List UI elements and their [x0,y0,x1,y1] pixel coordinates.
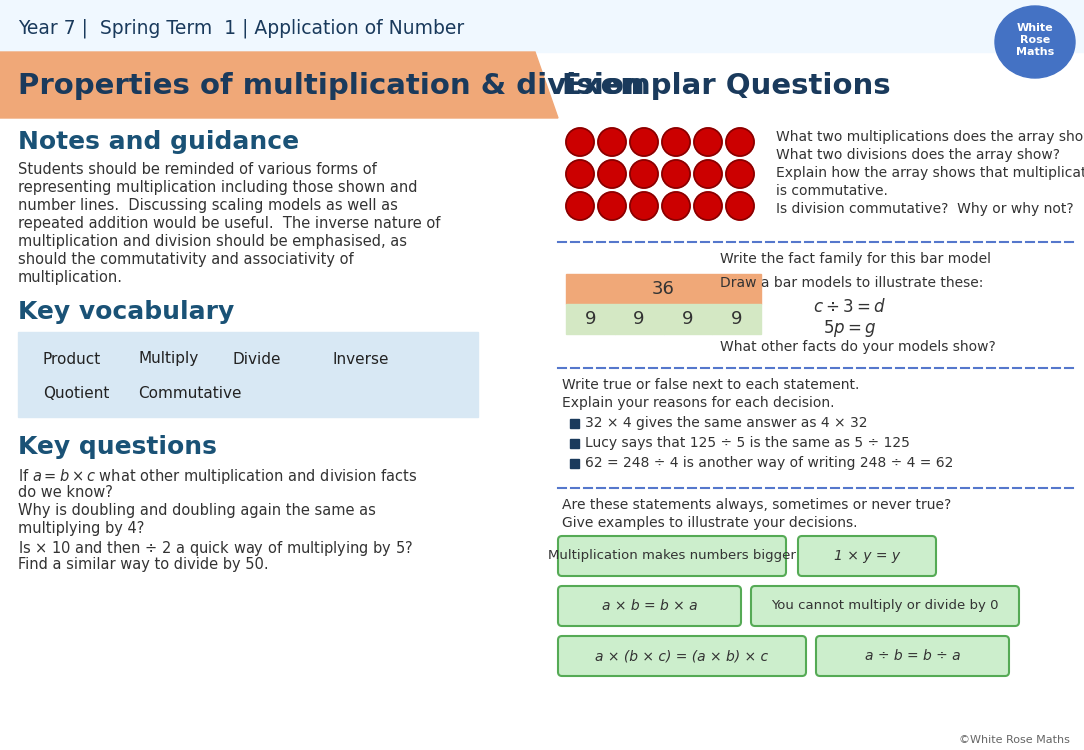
FancyBboxPatch shape [798,536,935,576]
Text: Is division commutative?  Why or why not?: Is division commutative? Why or why not? [776,202,1073,216]
Text: do we know?: do we know? [18,485,113,500]
Circle shape [598,192,625,220]
Text: multiplying by 4?: multiplying by 4? [18,521,144,536]
Text: Draw a bar models to illustrate these:: Draw a bar models to illustrate these: [720,276,983,290]
Circle shape [662,192,691,220]
Text: ©White Rose Maths: ©White Rose Maths [959,735,1070,745]
FancyBboxPatch shape [816,636,1009,676]
Text: White: White [1017,23,1054,33]
Circle shape [726,128,754,156]
FancyBboxPatch shape [558,586,741,626]
Text: Multiply: Multiply [138,352,198,367]
Text: Is $\times$ 10 and then $\div$ 2 a quick way of multiplying by 5?: Is $\times$ 10 and then $\div$ 2 a quick… [18,539,413,558]
Circle shape [598,128,625,156]
Polygon shape [0,52,558,118]
Text: a × (b × c) = (a × b) × c: a × (b × c) = (a × b) × c [595,649,769,663]
Text: Find a similar way to divide by 50.: Find a similar way to divide by 50. [18,557,269,572]
Text: number lines.  Discussing scaling models as well as: number lines. Discussing scaling models … [18,198,398,213]
Circle shape [630,160,658,188]
Text: Why is doubling and doubling again the same as: Why is doubling and doubling again the s… [18,503,376,518]
Circle shape [566,192,594,220]
Text: $c \div 3 = d$: $c \div 3 = d$ [813,298,887,316]
Circle shape [694,192,722,220]
Bar [570,439,579,448]
Bar [615,304,663,334]
Text: multiplication and division should be emphasised, as: multiplication and division should be em… [18,234,406,249]
Text: 32 × 4 gives the same answer as 4 × 32: 32 × 4 gives the same answer as 4 × 32 [585,416,867,430]
Circle shape [598,160,625,188]
Text: representing multiplication including those shown and: representing multiplication including th… [18,180,417,195]
Circle shape [726,160,754,188]
Text: should the commutativity and associativity of: should the commutativity and associativi… [18,252,353,267]
Ellipse shape [995,6,1075,78]
Circle shape [694,128,722,156]
Text: Write the fact family for this bar model: Write the fact family for this bar model [720,252,991,266]
Circle shape [662,160,691,188]
Text: 36: 36 [653,280,675,298]
Bar [566,304,615,334]
Circle shape [694,160,722,188]
Text: You cannot multiply or divide by 0: You cannot multiply or divide by 0 [771,599,998,613]
Text: 9: 9 [633,310,645,328]
Text: repeated addition would be useful.  The inverse nature of: repeated addition would be useful. The i… [18,216,440,231]
Text: Properties of multiplication & division: Properties of multiplication & division [18,72,645,100]
Text: Students should be reminded of various forms of: Students should be reminded of various f… [18,162,377,177]
Text: 9: 9 [682,310,694,328]
Text: Maths: Maths [1016,47,1054,57]
Circle shape [726,192,754,220]
Text: Commutative: Commutative [138,386,242,401]
Circle shape [630,192,658,220]
Text: a ÷ b = b ÷ a: a ÷ b = b ÷ a [865,649,960,663]
Text: Quotient: Quotient [43,386,109,401]
Text: Key vocabulary: Key vocabulary [18,300,234,324]
Text: multiplication.: multiplication. [18,270,122,285]
Text: Multiplication makes numbers bigger: Multiplication makes numbers bigger [549,550,796,562]
Bar [570,419,579,428]
Text: Explain your reasons for each decision.: Explain your reasons for each decision. [562,396,835,410]
Text: Product: Product [43,352,101,367]
FancyBboxPatch shape [558,636,806,676]
Circle shape [566,160,594,188]
Text: Give examples to illustrate your decisions.: Give examples to illustrate your decisio… [562,516,857,530]
Text: 62 = 248 ÷ 4 is another way of writing 248 ÷ 4 = 62: 62 = 248 ÷ 4 is another way of writing 2… [585,455,953,470]
Text: What two multiplications does the array show?: What two multiplications does the array … [776,130,1084,144]
Bar [570,459,579,468]
Circle shape [566,128,594,156]
Text: Explain how the array shows that multiplication: Explain how the array shows that multipl… [776,166,1084,180]
Circle shape [630,128,658,156]
FancyBboxPatch shape [558,536,786,576]
Circle shape [662,128,691,156]
Text: Lucy says that 125 ÷ 5 is the same as 5 ÷ 125: Lucy says that 125 ÷ 5 is the same as 5 … [585,436,909,449]
Bar [566,274,761,304]
Text: Exemplar Questions: Exemplar Questions [562,72,891,100]
Text: a × b = b × a: a × b = b × a [602,599,697,613]
Text: 1 × y = y: 1 × y = y [834,549,900,563]
FancyBboxPatch shape [751,586,1019,626]
Text: If $a = b \times c$ what other multiplication and division facts: If $a = b \times c$ what other multiplic… [18,467,417,486]
Text: $5p = g$: $5p = g$ [823,318,877,339]
Text: What other facts do your models show?: What other facts do your models show? [720,340,996,354]
Text: is commutative.: is commutative. [776,184,888,198]
Bar [663,304,712,334]
Bar [18,332,478,417]
Text: 9: 9 [731,310,743,328]
Text: Key questions: Key questions [18,435,217,459]
Bar [0,0,1084,52]
Text: 9: 9 [584,310,596,328]
Text: Rose: Rose [1020,35,1050,45]
Text: Inverse: Inverse [333,352,389,367]
Text: Year 7 |  Spring Term  1 | Application of Number: Year 7 | Spring Term 1 | Application of … [18,18,464,38]
Text: Divide: Divide [233,352,282,367]
Text: Write true or false next to each statement.: Write true or false next to each stateme… [562,378,860,392]
Text: Are these statements always, sometimes or never true?: Are these statements always, sometimes o… [562,498,952,512]
Bar [712,304,761,334]
Text: Notes and guidance: Notes and guidance [18,130,299,154]
Text: What two divisions does the array show?: What two divisions does the array show? [776,148,1060,162]
